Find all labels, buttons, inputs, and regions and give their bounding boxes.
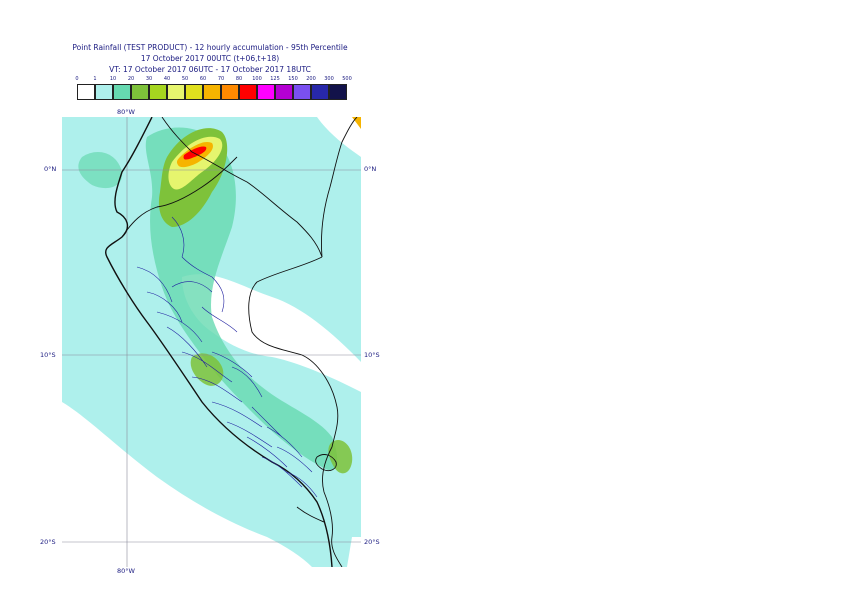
legend-threshold-label: 20 <box>127 76 135 82</box>
rain-moderate-central <box>190 353 224 386</box>
legend-swatch <box>329 84 347 100</box>
lat-label-right-20s: 20°S <box>364 538 380 546</box>
lon-label-bottom: 80°W <box>117 567 135 575</box>
legend-threshold-label: 1 <box>93 76 97 82</box>
legend-swatch <box>311 84 329 100</box>
legend-threshold-label: 60 <box>199 76 207 82</box>
lon-label-top: 80°W <box>117 108 135 116</box>
border-ecuador-peru <box>121 156 238 238</box>
legend-swatch <box>239 84 257 100</box>
legend-threshold-label: 150 <box>288 76 298 82</box>
legend-swatch <box>221 84 239 100</box>
border-colombia <box>161 117 323 258</box>
legend-threshold-label: 80 <box>235 76 243 82</box>
legend-swatch <box>293 84 311 100</box>
border-chile-peru <box>296 506 325 523</box>
legend-threshold-label: 30 <box>145 76 153 82</box>
legend-swatch <box>113 84 131 100</box>
border-brazil-peru <box>248 256 339 448</box>
border-brazil-north <box>321 117 358 258</box>
legend-threshold-label: 70 <box>217 76 225 82</box>
dry-zone-amazon <box>182 274 361 392</box>
dry-zone-se <box>347 537 361 567</box>
legend-swatch <box>257 84 275 100</box>
legend-threshold-label: 50 <box>181 76 189 82</box>
lake-titicaca <box>315 454 337 472</box>
coastline <box>105 117 333 567</box>
title-line-2: 17 October 2017 00UTC (t+06,t+18) <box>140 54 280 63</box>
legend-threshold-label: 300 <box>324 76 334 82</box>
legend-swatch <box>203 84 221 100</box>
legend-threshold-label: 500 <box>342 76 352 82</box>
legend-threshold-label: 0 <box>75 76 79 82</box>
legend-swatch <box>185 84 203 100</box>
rainfall-map <box>62 117 361 567</box>
legend-threshold-label: 10 <box>109 76 117 82</box>
legend-swatch <box>95 84 113 100</box>
rain-moderate-south <box>328 439 353 474</box>
lat-label-left-20s: 20°S <box>40 538 56 546</box>
lat-label-left-0: 0°N <box>44 165 57 173</box>
legend-swatch <box>149 84 167 100</box>
title-line-3: VT: 17 October 2017 06UTC - 17 October 2… <box>109 65 311 74</box>
legend-threshold-label: 200 <box>306 76 316 82</box>
title-line-1: Point Rainfall (TEST PRODUCT) - 12 hourl… <box>72 43 348 52</box>
legend-threshold-label: 40 <box>163 76 171 82</box>
legend-threshold-label: 125 <box>270 76 280 82</box>
lat-label-right-10s: 10°S <box>364 351 380 359</box>
legend-threshold-label: 100 <box>252 76 262 82</box>
dry-zone-south-pacific <box>62 402 312 567</box>
lat-label-left-10s: 10°S <box>40 351 56 359</box>
legend-swatch <box>167 84 185 100</box>
legend-swatch <box>275 84 293 100</box>
regional-borders <box>136 216 318 498</box>
legend-swatch <box>77 84 95 100</box>
legend-swatch <box>131 84 149 100</box>
lat-label-right-0: 0°N <box>364 165 377 173</box>
